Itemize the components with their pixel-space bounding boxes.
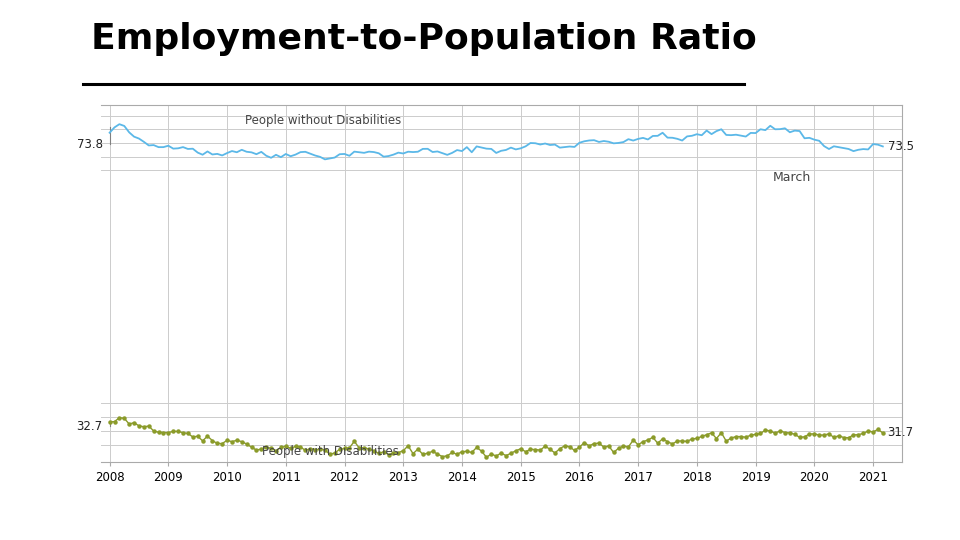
Text: March: March [773,171,811,184]
Text: 31.7: 31.7 [888,427,914,440]
Text: 14: 14 [922,508,941,523]
Text: People with Disabilities: People with Disabilities [262,445,399,458]
Text: 73.8: 73.8 [77,138,103,151]
Text: #nTIDE: #nTIDE [19,508,82,523]
Text: 73.5: 73.5 [888,140,914,153]
Text: People without Disabilities: People without Disabilities [245,114,401,127]
Text: 32.7: 32.7 [77,420,103,433]
Text: Employment-to-Population Ratio: Employment-to-Population Ratio [90,22,756,56]
